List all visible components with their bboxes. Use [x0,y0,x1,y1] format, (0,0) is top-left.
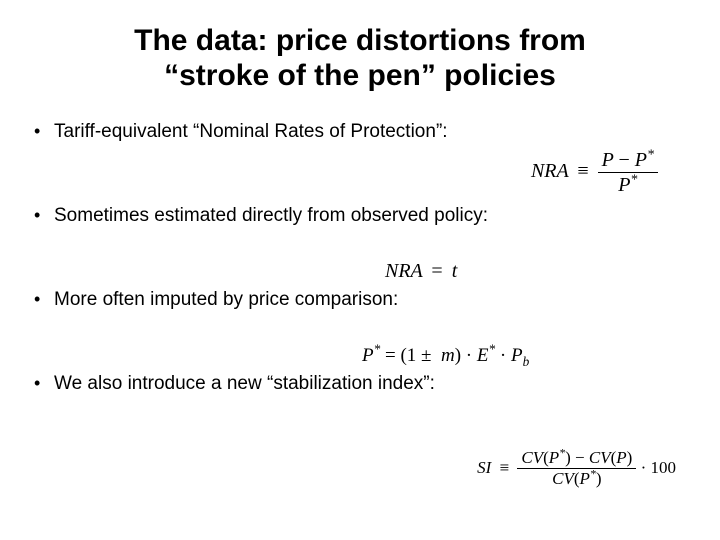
bullet-text: More often imputed by price comparison: [54,289,398,310]
formula-lhs: SI [477,458,491,477]
formula-numerator: P − P* [598,148,658,173]
bullet-text: Tariff-equivalent “Nominal Rates of Prot… [54,121,448,142]
formula-text: P* = (1 ± m) · E* · Pb [362,345,529,366]
formula-stabilization-index: SI ≡ CV(P*) − CV(P) CV(P*) · 100 [477,448,676,490]
bullet-item: More often imputed by price comparison: [30,289,690,311]
slide-title: The data: price distortions from “stroke… [30,24,690,93]
formula-rhs: t [452,260,458,282]
bullet-item: Sometimes estimated directly from observ… [30,205,690,227]
formula-relation: ≡ [573,160,592,182]
formula-lhs: NRA [385,260,422,282]
formula-fraction: P − P* P* [598,148,658,197]
bullet-text: We also introduce a new “stabilization i… [54,373,435,394]
formula-relation: ≡ [496,458,514,477]
formula-denominator: CV(P*) [517,469,636,489]
bullet-item: Tariff-equivalent “Nominal Rates of Prot… [30,121,690,143]
title-line-1: The data: price distortions from [134,24,586,57]
formula-lhs: NRA [531,160,568,182]
formula-p-star: P* = (1 ± m) · E* · Pb [362,345,529,367]
formula-relation: = [427,260,446,282]
bullet-text: Sometimes estimated directly from observ… [54,205,488,226]
formula-denominator: P* [598,173,658,197]
formula-nra-equals-t: NRA = t [385,260,457,283]
formula-tail: · 100 [641,458,676,477]
bullet-item: We also introduce a new “stabilization i… [30,373,690,395]
title-line-2: “stroke of the pen” policies [164,59,556,92]
formula-numerator: CV(P*) − CV(P) [517,448,636,469]
formula-fraction: CV(P*) − CV(P) CV(P*) [517,448,636,490]
formula-nra-definition: NRA ≡ P − P* P* [531,148,658,197]
